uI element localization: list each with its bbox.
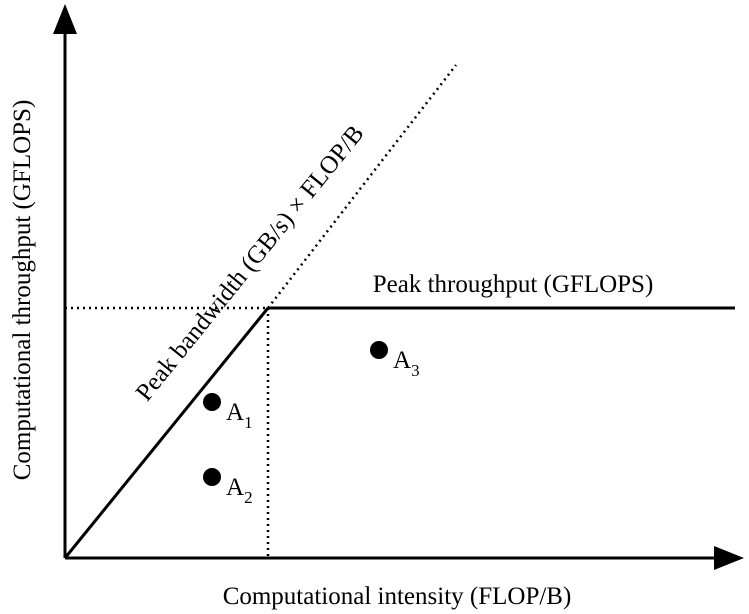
point-subscript: 1	[244, 413, 253, 432]
point	[203, 393, 221, 411]
throughput-label: Peak throughput (GFLOPS)	[373, 271, 654, 298]
point-name: A	[226, 399, 244, 426]
point-subscript: 2	[244, 488, 253, 507]
point-label: A1	[226, 399, 253, 432]
x-axis-label: Computational intensity (FLOP/B)	[223, 583, 572, 610]
point-label: A3	[393, 347, 420, 380]
point-label: A2	[226, 474, 253, 507]
point	[203, 468, 221, 486]
y-axis-label: Computational throughput (GFLOPS)	[9, 100, 36, 481]
point-name: A	[226, 474, 244, 501]
bandwidth-label: Peak bandwidth (GB/s) × FLOP/B	[131, 120, 370, 406]
point-subscript: 3	[411, 361, 420, 380]
bandwidth-roof	[63, 307, 270, 559]
point-name: A	[393, 347, 411, 374]
point	[370, 341, 388, 359]
